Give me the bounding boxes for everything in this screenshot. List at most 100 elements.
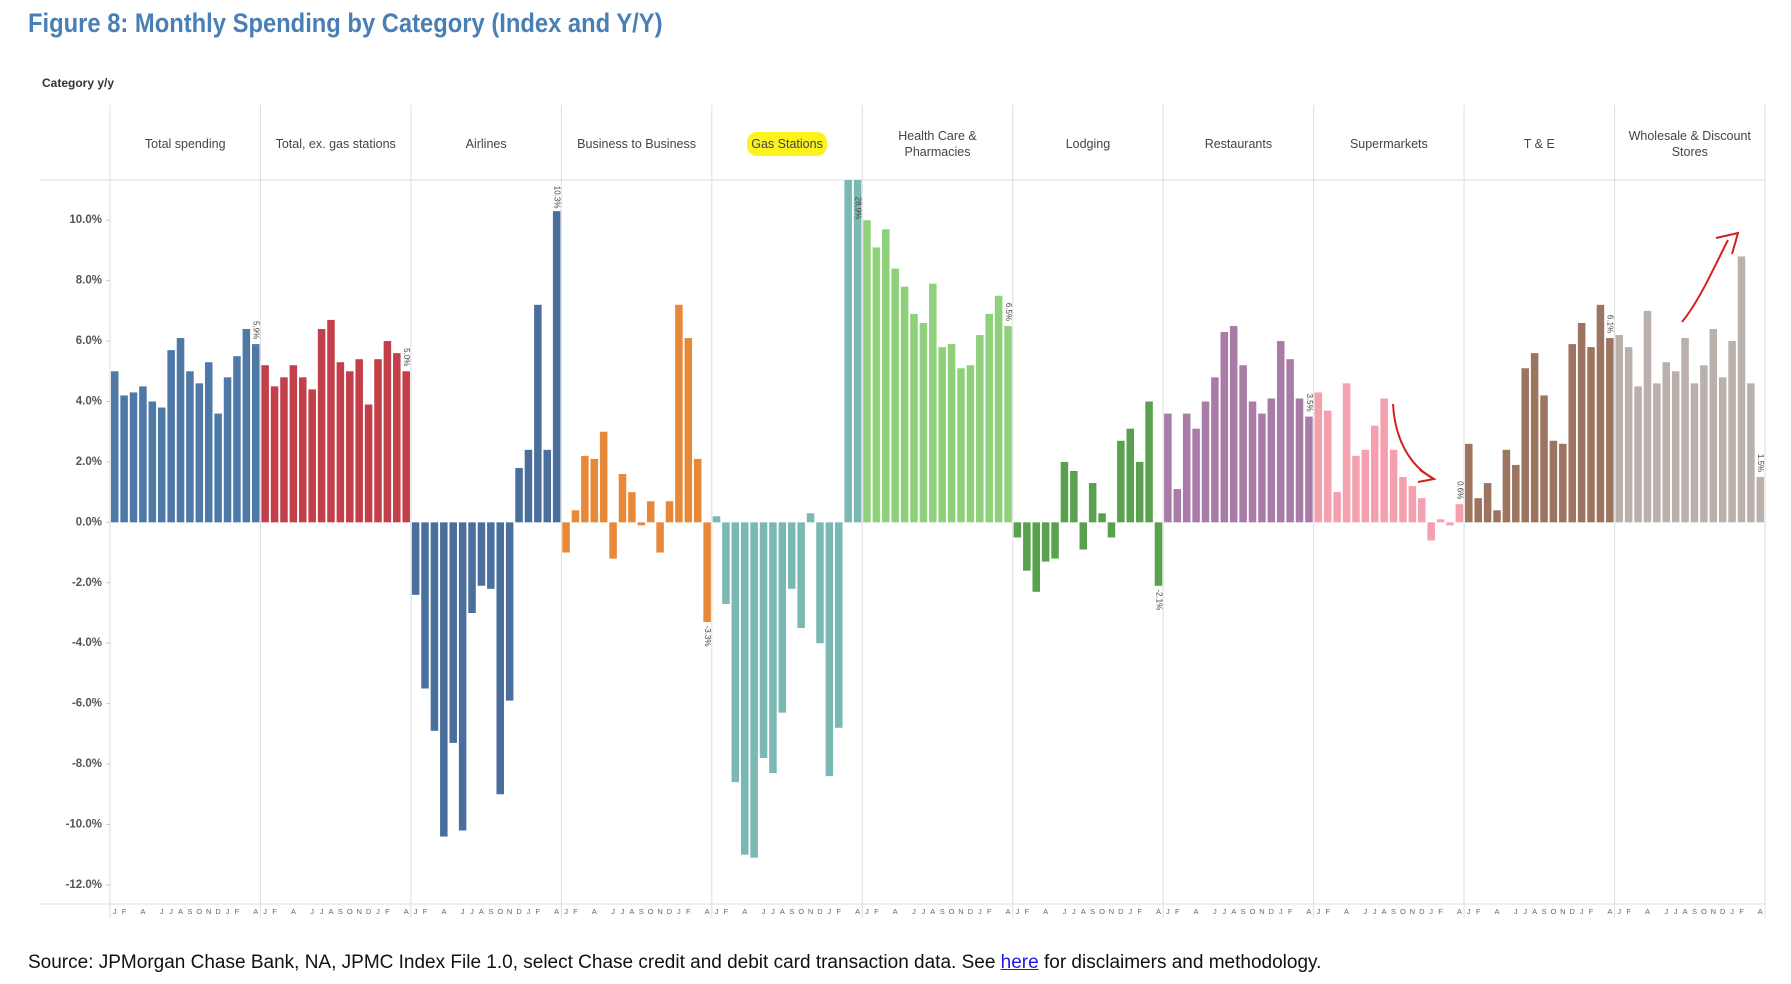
y-tick-label: -8.0% bbox=[72, 758, 102, 770]
annotation-arrowhead bbox=[1417, 469, 1437, 483]
x-tick-label: N bbox=[958, 907, 963, 916]
x-tick-label: S bbox=[1391, 907, 1396, 916]
x-tick-label: J bbox=[1166, 907, 1170, 916]
value-label: 5.9% bbox=[252, 321, 261, 339]
x-tick-label: A bbox=[1194, 907, 1199, 916]
bar bbox=[1559, 443, 1567, 523]
x-tick-label: N bbox=[356, 907, 361, 916]
bar bbox=[336, 362, 345, 523]
bar bbox=[693, 458, 702, 523]
x-tick-label: A bbox=[291, 907, 296, 916]
panel-header: Wholesale & Discount Stores bbox=[1619, 112, 1761, 176]
bar bbox=[1502, 449, 1511, 523]
x-tick-label: F bbox=[874, 907, 879, 916]
bar bbox=[1013, 522, 1022, 538]
bar bbox=[665, 501, 674, 523]
x-tick-label: J bbox=[1063, 907, 1067, 916]
x-tick-label: S bbox=[338, 907, 343, 916]
x-tick-label: A bbox=[1457, 907, 1462, 916]
bar bbox=[1004, 325, 1012, 523]
x-tick-label: F bbox=[536, 907, 541, 916]
value-label: 28.9% bbox=[853, 197, 862, 220]
x-tick-label: O bbox=[497, 907, 503, 916]
bar bbox=[1700, 365, 1708, 523]
x-tick-label: F bbox=[235, 907, 240, 916]
bar bbox=[458, 522, 467, 831]
bar bbox=[1295, 398, 1304, 523]
bar bbox=[891, 268, 899, 523]
x-tick-label: S bbox=[1542, 907, 1547, 916]
bar bbox=[261, 365, 269, 523]
x-tick-label: A bbox=[328, 907, 333, 916]
x-tick-label: F bbox=[1589, 907, 1594, 916]
x-tick-label: J bbox=[1429, 907, 1433, 916]
bar bbox=[938, 347, 946, 523]
bar bbox=[1079, 522, 1088, 550]
bar bbox=[496, 522, 505, 795]
bar bbox=[1596, 304, 1605, 523]
bar bbox=[1568, 344, 1576, 523]
x-tick-label: D bbox=[1419, 907, 1425, 916]
bar bbox=[186, 371, 194, 523]
bar bbox=[1041, 522, 1050, 562]
bar bbox=[609, 522, 617, 559]
x-tick-label: O bbox=[1701, 907, 1707, 916]
bar bbox=[1352, 455, 1360, 523]
panel-name: Supermarkets bbox=[1349, 136, 1428, 151]
bar bbox=[204, 362, 213, 523]
x-tick-label: D bbox=[1570, 907, 1576, 916]
x-tick-label: F bbox=[1288, 907, 1293, 916]
bar bbox=[449, 522, 457, 743]
panel-header: Gas Stations bbox=[716, 112, 858, 176]
bar bbox=[703, 522, 711, 623]
bar bbox=[505, 522, 514, 701]
x-tick-label: F bbox=[1325, 907, 1330, 916]
bar bbox=[825, 522, 834, 777]
x-tick-label: D bbox=[215, 907, 221, 916]
bar bbox=[1239, 365, 1247, 523]
bar bbox=[1182, 413, 1191, 523]
bar bbox=[1455, 504, 1464, 523]
x-tick-label: F bbox=[423, 907, 428, 916]
bar bbox=[411, 522, 420, 595]
bar bbox=[148, 401, 157, 523]
bar bbox=[1126, 428, 1135, 523]
bar bbox=[919, 322, 928, 523]
y-tick-label: 0.0% bbox=[76, 516, 102, 528]
x-tick-label: N bbox=[507, 907, 512, 916]
bar bbox=[1389, 449, 1398, 523]
bar bbox=[1023, 522, 1031, 571]
bar bbox=[1361, 449, 1370, 523]
x-tick-label: F bbox=[272, 907, 277, 916]
panel-header: Total, ex. gas stations bbox=[264, 112, 406, 176]
bar bbox=[402, 371, 410, 523]
bar bbox=[1135, 461, 1144, 523]
y-tick-label: -6.0% bbox=[72, 698, 102, 710]
x-tick-label: J bbox=[113, 907, 117, 916]
bar bbox=[139, 386, 147, 523]
x-tick-label: A bbox=[441, 907, 446, 916]
bar bbox=[1051, 522, 1059, 559]
x-tick-label: F bbox=[1626, 907, 1631, 916]
bar bbox=[1220, 332, 1229, 523]
bar bbox=[1643, 310, 1652, 523]
x-tick-label: D bbox=[1269, 907, 1275, 916]
x-tick-label: F bbox=[1025, 907, 1030, 916]
bar bbox=[750, 522, 758, 858]
bar bbox=[1164, 413, 1172, 523]
bar bbox=[534, 304, 542, 523]
bar bbox=[1587, 347, 1595, 523]
bar bbox=[816, 522, 824, 644]
annotation-arrowhead bbox=[1715, 231, 1740, 255]
bar bbox=[1728, 341, 1736, 523]
x-tick-label: S bbox=[488, 907, 493, 916]
x-tick-label: N bbox=[1410, 907, 1415, 916]
source-link[interactable]: here bbox=[1000, 952, 1039, 973]
bar bbox=[966, 365, 975, 523]
bar bbox=[280, 377, 288, 523]
x-tick-label: J bbox=[1674, 907, 1678, 916]
x-tick-label: A bbox=[404, 907, 409, 916]
bar bbox=[1060, 461, 1069, 523]
bar bbox=[769, 522, 777, 774]
